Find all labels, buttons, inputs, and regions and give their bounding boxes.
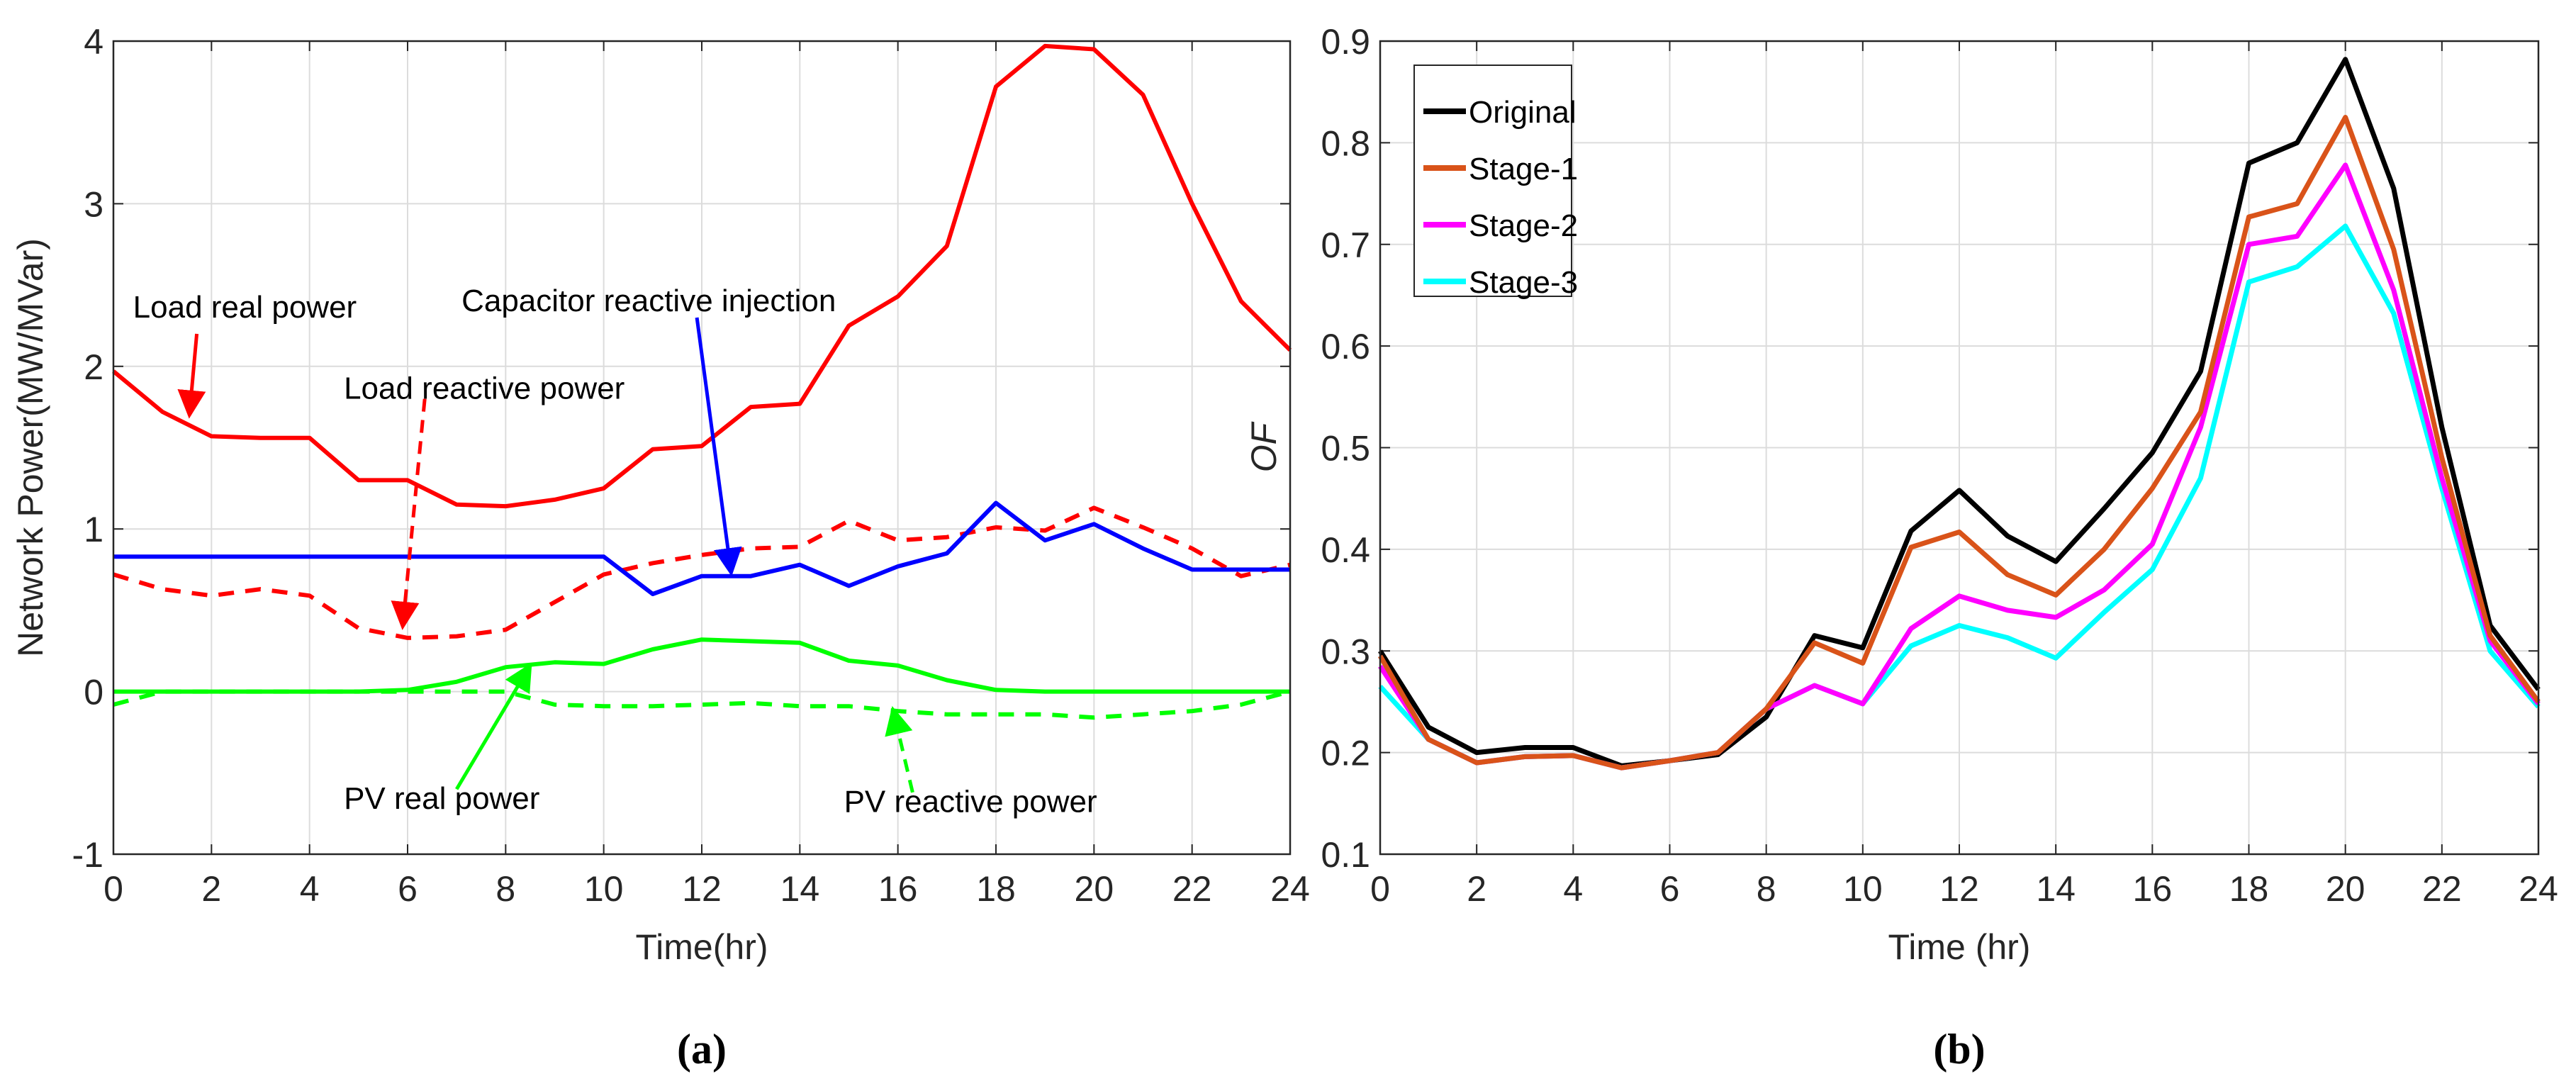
x-tick-label: 20 (1075, 869, 1114, 909)
y-tick-label: 1 (84, 510, 103, 549)
y-tick-label: 0.7 (1321, 225, 1370, 265)
x-tick-label: 0 (103, 869, 123, 909)
x-tick-label: 22 (2422, 869, 2462, 909)
x-tick-label: 10 (584, 869, 624, 909)
x-tick-label: 2 (201, 869, 221, 909)
annotation-arrow (391, 398, 427, 630)
y-tick-label: 4 (84, 22, 103, 62)
subfigure-caption: (b) (1933, 1026, 1985, 1073)
x-tick-label: 14 (2036, 869, 2076, 909)
x-tick-label: 0 (1370, 869, 1390, 909)
y-tick-label: -1 (72, 835, 103, 875)
x-tick-label: 12 (682, 869, 722, 909)
x-tick-label: 16 (2133, 869, 2173, 909)
y-tick-label: 0.4 (1321, 530, 1370, 570)
annotation-label: Load real power (133, 290, 357, 325)
x-tick-label: 2 (1467, 869, 1486, 909)
x-tick-label: 24 (1270, 869, 1310, 909)
x-axis-label: Time (hr) (1888, 927, 2031, 967)
series-line-load-reactive-power (113, 505, 1291, 640)
y-tick-label: 0.3 (1321, 632, 1370, 671)
y-tick-label: 0.6 (1321, 327, 1370, 366)
y-tick-label: 3 (84, 184, 103, 224)
x-tick-label: 6 (1660, 869, 1680, 909)
x-axis-label: Time(hr) (635, 927, 768, 967)
x-tick-label: 4 (1563, 869, 1583, 909)
x-tick-label: 14 (780, 869, 820, 909)
y-axis-label: OF (1244, 421, 1284, 472)
series-line-pv-reactive-power (113, 689, 1291, 720)
axes-box (1379, 40, 2540, 856)
x-tick-label: 16 (878, 869, 918, 909)
annotation-arrow (455, 662, 532, 790)
x-tick-label: 6 (398, 869, 418, 909)
annotation-label: PV reactive power (844, 784, 1097, 819)
legend-label: Stage-1 (1469, 152, 1578, 186)
x-tick-label: 24 (2519, 869, 2558, 909)
subfigure-caption: (a) (677, 1026, 727, 1073)
legend-label: Original (1469, 95, 1577, 130)
annotation-label: Capacitor reactive injection (461, 284, 836, 318)
chart-a-network-power: 0 2 4 6 8 10 12 14 16 18 20 22 24-101234Time(hr)Netw… (11, 22, 1310, 1073)
annotation-label: PV real power (344, 781, 539, 816)
x-tick-label: 22 (1172, 869, 1212, 909)
series-line-original (1378, 57, 2541, 768)
y-tick-label: 0.8 (1321, 123, 1370, 163)
annotation-label: Load reactive power (344, 371, 625, 406)
x-tick-label: 12 (1939, 869, 1979, 909)
annotation-arrow (695, 317, 742, 577)
y-tick-label: 0.1 (1321, 835, 1370, 875)
x-tick-label: 18 (976, 869, 1016, 909)
x-tick-label: 8 (495, 869, 515, 909)
chart-b-objective-function: 0 2 4 6 8 10 12 14 16 18 20 22 240.10.20.30.40.50.60… (1244, 22, 2558, 1073)
y-tick-label: 0 (84, 673, 103, 712)
annotation-arrow (885, 705, 914, 793)
x-tick-label: 18 (2229, 869, 2269, 909)
x-tick-label: 4 (300, 869, 320, 909)
y-tick-label: 0.2 (1321, 734, 1370, 773)
x-tick-label: 10 (1843, 869, 1883, 909)
legend-box (1413, 65, 1572, 297)
y-tick-label: 0.9 (1321, 22, 1370, 62)
series-line-load-real-power (112, 43, 1292, 509)
axes-box (112, 40, 1292, 856)
legend-label: Stage-2 (1469, 208, 1578, 243)
x-tick-label: 20 (2326, 869, 2365, 909)
x-tick-label: 8 (1757, 869, 1776, 909)
legend: Original Stage-1 Stage-2 Stage-3 (1413, 65, 1578, 300)
y-tick-label: 2 (84, 347, 103, 387)
series-line-capacitor-reactive-injection (113, 500, 1290, 596)
series-line-stage-1 (1377, 115, 2541, 771)
y-tick-label: 0.5 (1321, 429, 1370, 469)
legend-label: Stage-3 (1469, 265, 1578, 300)
y-axis-label: Network Power(MW/MVar) (11, 238, 50, 657)
annotation-arrow (177, 333, 206, 419)
